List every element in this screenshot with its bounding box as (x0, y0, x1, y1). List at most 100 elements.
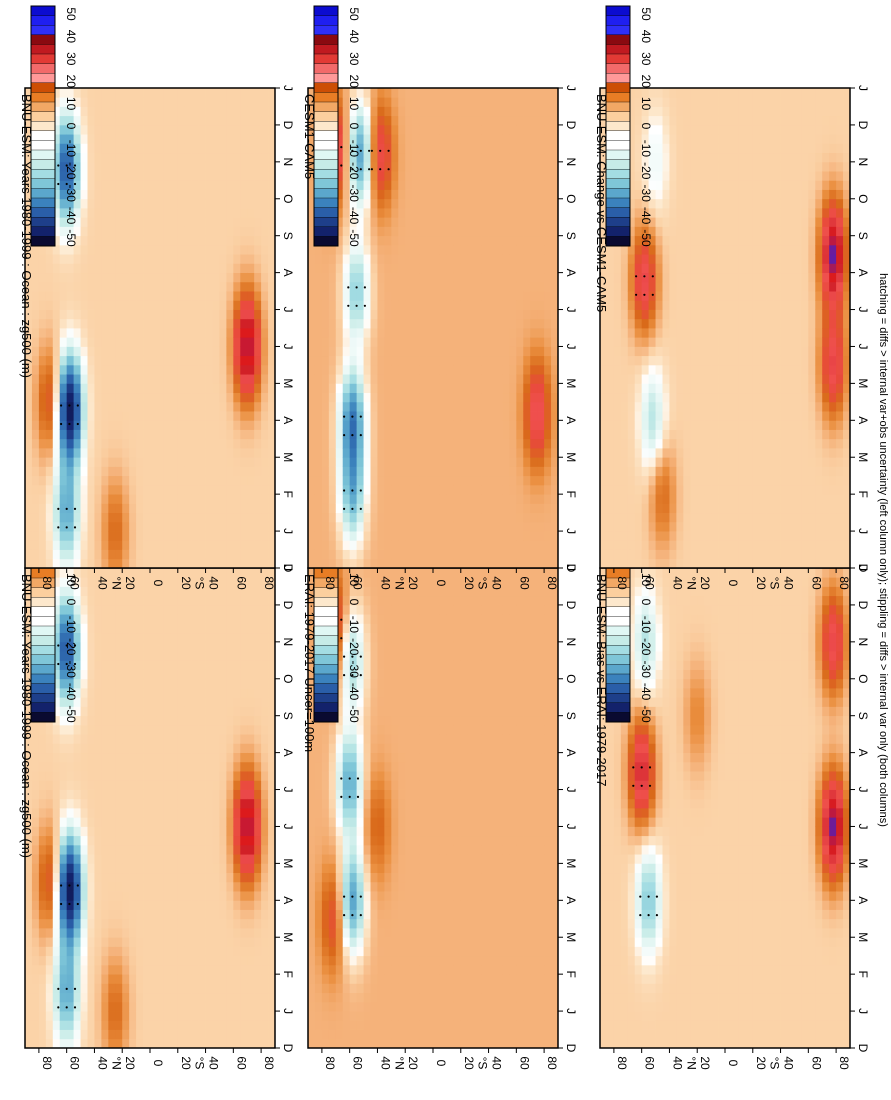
heatmap-cell (122, 226, 130, 237)
heatmap-cell (136, 863, 144, 874)
heatmap-cell (129, 540, 137, 550)
heatmap-cell (73, 955, 81, 966)
heatmap-cell (122, 374, 130, 384)
heatmap-cell (25, 115, 33, 126)
heatmap-cell (412, 743, 420, 754)
heatmap-cell (356, 614, 364, 624)
heatmap-cell (101, 1038, 109, 1049)
heatmap-cell (254, 964, 262, 975)
heatmap-cell (73, 429, 81, 440)
heatmap-cell (80, 844, 88, 855)
heatmap-cell (177, 272, 186, 283)
heatmap-cell (66, 558, 75, 569)
heatmap-cell (254, 715, 262, 726)
heatmap-cell (163, 134, 172, 144)
heatmap-cell (433, 891, 441, 901)
heatmap-cell (184, 484, 193, 495)
heatmap-cell (226, 97, 234, 107)
heatmap-cell (80, 937, 88, 947)
heatmap-cell (419, 660, 427, 670)
heatmap-cell (80, 180, 88, 190)
heatmap-cell (205, 789, 213, 800)
heatmap-cell (268, 568, 276, 578)
heatmap-cell (377, 715, 385, 726)
heatmap-cell (268, 955, 276, 966)
heatmap-cell (308, 826, 316, 837)
heatmap-cell (87, 844, 95, 855)
heatmap-cell (163, 715, 172, 726)
heatmap-cell (143, 106, 151, 117)
heatmap-cell (94, 743, 102, 754)
heatmap-cell (384, 761, 392, 772)
heatmap-cell (66, 826, 75, 837)
heatmap-cell (38, 900, 47, 910)
heatmap-cell (122, 1020, 130, 1030)
heatmap-cell (122, 771, 130, 781)
colorbar-swatch (30, 635, 56, 646)
heatmap-cell (150, 632, 158, 643)
heatmap-cell (370, 835, 378, 846)
heatmap-cell (240, 152, 248, 163)
heatmap-cell (129, 688, 137, 698)
heatmap-cell (419, 1029, 427, 1040)
heatmap-cell (170, 604, 179, 615)
heatmap-cell (25, 521, 33, 532)
heatmap-cell (101, 337, 109, 347)
heatmap-cell (226, 134, 234, 144)
heatmap-cell (143, 374, 151, 384)
heatmap-cell (219, 1020, 227, 1030)
heatmap-cell (129, 337, 137, 347)
heatmap-cell (136, 198, 144, 209)
heatmap-cell (73, 854, 81, 864)
heatmap-cell (219, 918, 227, 929)
heatmap-cell (342, 734, 351, 744)
heatmap-cell (439, 688, 448, 698)
heatmap-cell (198, 743, 206, 754)
heatmap-cell (177, 678, 186, 689)
heatmap-cell (73, 401, 81, 412)
heatmap-cell (412, 863, 420, 874)
heatmap-cell (136, 364, 144, 375)
heatmap-cell (247, 604, 255, 615)
heatmap-cell (25, 992, 33, 1003)
heatmap-cell (52, 1020, 61, 1030)
heatmap-cell (59, 318, 68, 329)
heatmap-cell (191, 872, 200, 883)
heatmap-cell (156, 208, 165, 218)
heatmap-cell (38, 411, 47, 421)
heatmap-cell (38, 254, 47, 264)
heatmap-cell (73, 466, 81, 477)
heatmap-cell (308, 983, 316, 994)
heatmap-cell (94, 678, 102, 689)
heatmap-cell (247, 466, 255, 477)
heatmap-cell (184, 983, 193, 994)
heatmap-cell (342, 660, 351, 670)
heatmap-cell (59, 641, 68, 652)
heatmap-cell (66, 475, 75, 486)
heatmap-cell (363, 577, 371, 587)
heatmap-cell (261, 974, 269, 984)
heatmap-cell (31, 337, 40, 347)
heatmap-cell (191, 817, 200, 827)
heatmap-cell (52, 281, 61, 292)
heatmap-cell (94, 106, 102, 117)
heatmap-cell (268, 697, 276, 707)
heatmap-cell (108, 208, 116, 218)
heatmap-cell (198, 697, 206, 707)
heatmap-cell (439, 844, 448, 855)
heatmap-cell (122, 752, 130, 763)
heatmap-cell (212, 715, 220, 726)
hemisphere-label-south: °S (193, 1057, 207, 1070)
heatmap-cell (205, 134, 213, 144)
heatmap-cell (398, 918, 406, 929)
heatmap-cell (87, 651, 95, 661)
heatmap-cell (108, 826, 116, 837)
heatmap-cell (129, 235, 137, 246)
heatmap-cell (254, 946, 262, 957)
heatmap-cell (212, 143, 220, 154)
heatmap-cell (247, 235, 255, 246)
heatmap-cell (184, 937, 193, 947)
heatmap-cell (226, 466, 234, 477)
heatmap-cell (163, 817, 172, 827)
heatmap-cell (94, 364, 102, 375)
